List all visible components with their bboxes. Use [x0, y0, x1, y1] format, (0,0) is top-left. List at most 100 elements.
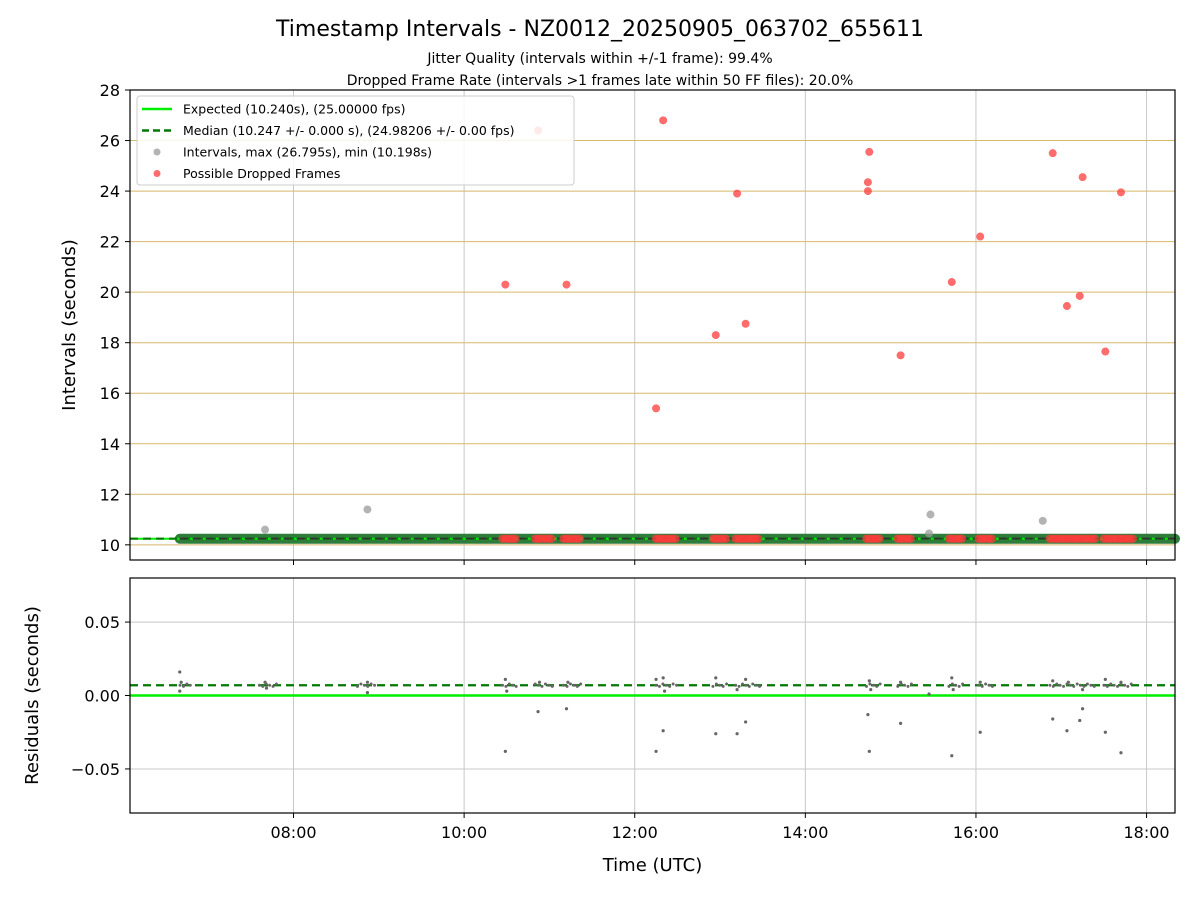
residual-point — [274, 682, 278, 686]
legend-label: Intervals, max (26.795s), min (10.198s) — [183, 145, 432, 160]
legend-swatch-marker — [153, 170, 161, 177]
intervals-y-tick-label: 10 — [100, 536, 120, 555]
residual-point — [1109, 682, 1113, 686]
residual-point — [714, 676, 718, 680]
residual-point — [751, 682, 755, 686]
residual-point — [869, 688, 873, 692]
residual-point — [867, 679, 871, 683]
residuals-y-tick-label: −0.05 — [71, 760, 120, 779]
residual-point — [654, 683, 658, 687]
figure-title: Timestamp Intervals - NZ0012_20250905_06… — [275, 17, 924, 42]
residual-point — [1103, 677, 1107, 681]
residual-point — [984, 682, 988, 686]
residual-point — [178, 670, 182, 674]
intervals-y-tick-label: 28 — [100, 81, 120, 100]
dropped-frame-point — [575, 534, 584, 543]
residual-point — [675, 683, 679, 687]
residual-point — [668, 684, 672, 688]
residuals-panel: 08:00 10:00 12:00 14:00 16:00 18:00 0.05 0.00 −0… — [22, 577, 1176, 876]
residual-point — [1075, 682, 1079, 686]
residual-point — [758, 684, 762, 688]
residual-point — [744, 677, 748, 681]
dropped-frame-point — [863, 178, 872, 187]
residual-point — [257, 683, 261, 687]
residual-point — [734, 683, 738, 687]
dropped-frame-point — [1101, 347, 1110, 356]
residual-point — [562, 683, 566, 687]
residual-point — [864, 684, 868, 688]
intervals-y-tick-label: 12 — [100, 485, 120, 504]
residual-point — [661, 676, 665, 680]
residual-point — [1119, 680, 1123, 684]
residual-point — [657, 684, 661, 688]
residual-point — [1085, 682, 1089, 686]
residual-point — [507, 682, 511, 686]
residual-point — [735, 732, 739, 736]
residual-point — [366, 684, 370, 688]
residual-point — [1051, 717, 1055, 721]
residual-point — [1048, 683, 1052, 687]
residual-point — [511, 683, 515, 687]
dropped-frame-point — [976, 232, 985, 241]
interval-point — [926, 510, 935, 519]
residual-point — [878, 682, 882, 686]
residual-point — [181, 684, 185, 688]
residual-point — [1112, 683, 1116, 687]
residual-point — [543, 682, 547, 686]
residual-point — [1119, 751, 1123, 755]
residual-point — [179, 680, 183, 684]
residual-point — [1055, 682, 1059, 686]
intervals-plot-frame — [129, 89, 1176, 561]
residual-point — [533, 682, 537, 686]
residual-point — [1051, 679, 1055, 683]
residual-point — [714, 732, 718, 736]
dropped-frame-point — [1078, 173, 1087, 182]
intervals-ticks: 10 12 14 16 18 20 22 24 26 28 — [100, 81, 1148, 565]
dropped-frame-point — [721, 534, 730, 543]
residual-point — [178, 689, 182, 693]
residual-point — [654, 677, 658, 681]
residuals-x-tick-label: 12:00 — [612, 823, 658, 842]
residual-point — [961, 682, 965, 686]
residual-point — [514, 684, 518, 688]
residuals-x-tick-label: 18:00 — [1124, 823, 1170, 842]
dropped-frame-point — [733, 189, 742, 198]
dropped-frame-point — [896, 351, 905, 360]
residual-point — [1058, 683, 1062, 687]
residual-point — [903, 683, 907, 687]
dropped-frame-point — [1075, 291, 1084, 300]
residual-point — [950, 682, 954, 686]
residual-point — [365, 680, 370, 684]
residuals-reference-lines — [130, 684, 1175, 697]
residual-point — [503, 677, 507, 681]
residual-point — [540, 684, 544, 688]
residual-point — [721, 684, 725, 688]
residual-point — [359, 682, 363, 686]
residual-point — [898, 721, 903, 726]
dropped-frame-point — [906, 534, 915, 543]
residual-point — [898, 680, 903, 684]
residual-point — [711, 684, 715, 688]
residual-point — [664, 683, 668, 687]
legend-label: Possible Dropped Frames — [183, 166, 340, 181]
residual-point — [987, 683, 991, 687]
dropped-frame-point — [875, 534, 884, 543]
residuals-x-tick-label: 08:00 — [270, 823, 316, 842]
intervals-y-tick-label: 14 — [100, 435, 120, 454]
residual-point — [1072, 684, 1076, 688]
residual-point — [263, 680, 267, 684]
residual-point — [185, 682, 189, 686]
residual-point — [737, 684, 741, 688]
residuals-y-tick-label: 0.05 — [84, 613, 120, 632]
residual-point — [572, 683, 576, 687]
legend-label: Expected (10.240s), (25.00000 fps) — [183, 102, 405, 117]
residual-point — [1089, 683, 1093, 687]
legend-label: Median (10.247 +/- 0.000 s), (24.98206 +… — [183, 123, 514, 138]
residual-point — [1051, 684, 1055, 688]
interval-point — [261, 525, 270, 534]
residuals-y-axis-label: Residuals (seconds) — [22, 606, 43, 785]
residual-point — [1126, 684, 1130, 688]
residual-point — [1105, 684, 1109, 688]
dropped-frame-point — [865, 147, 874, 156]
